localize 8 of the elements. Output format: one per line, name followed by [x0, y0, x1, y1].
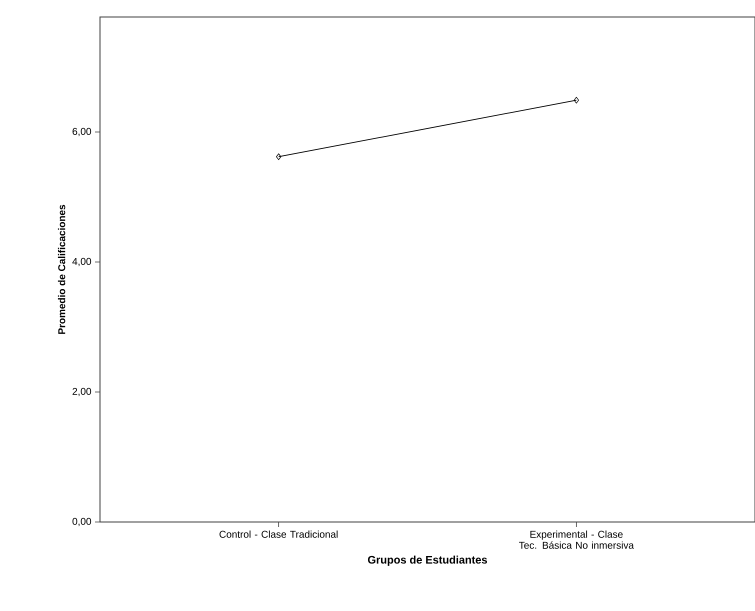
y-axis-title: Promedio de Calificaciones	[58, 204, 66, 334]
x-axis-title: Grupos de Estudiantes	[368, 556, 488, 566]
x-tick-label: Control - Clase Tradicional	[220, 530, 338, 538]
y-tick-label: 0,00	[72, 518, 92, 526]
y-tick-label: 4,00	[72, 258, 92, 266]
x-tick-label: Experimental - Clase Tec. Básica No inmersiva	[519, 530, 634, 549]
y-tick-label: 6,00	[72, 128, 92, 136]
y-tick-label: 2,00	[72, 388, 92, 396]
